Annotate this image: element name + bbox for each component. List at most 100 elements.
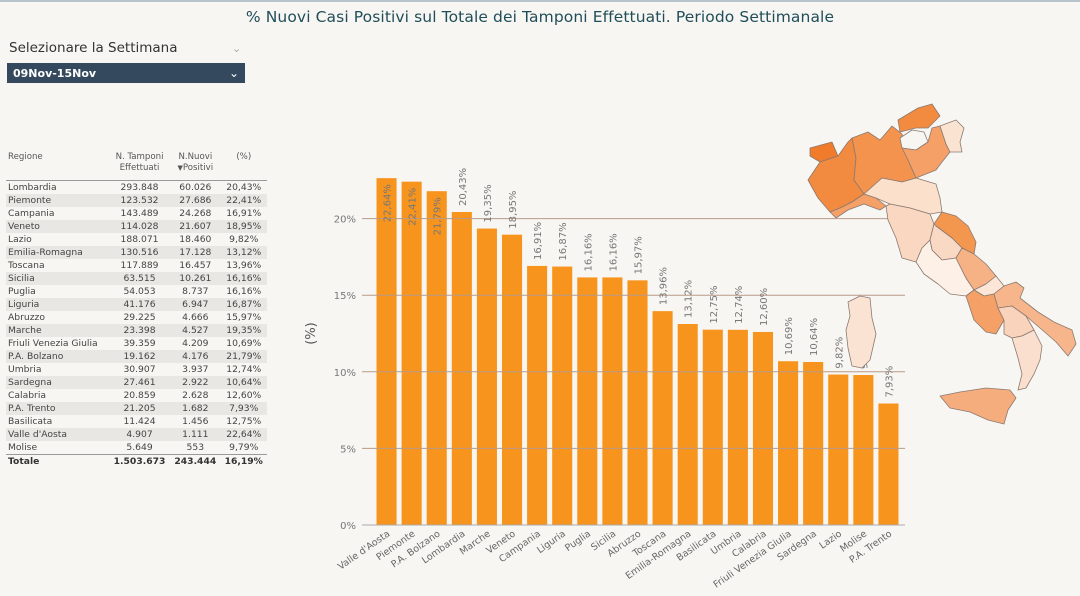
bar[interactable] [476, 228, 497, 526]
bar[interactable] [778, 361, 799, 525]
table-row[interactable]: Sicilia 63.515 10.261 16,16% [6, 271, 267, 285]
table-row[interactable]: Toscana 117.889 16.457 13,96% [6, 259, 267, 272]
map-region-calabria[interactable] [1011, 329, 1043, 391]
bar[interactable] [602, 277, 623, 525]
cell-positivi: 1.456 [182, 415, 209, 427]
y-tick-label: 5% [340, 444, 356, 455]
map-region-trento-top[interactable] [897, 103, 941, 133]
table-row[interactable]: Puglia 54.053 8.737 16,16% [6, 285, 267, 298]
table-row[interactable]: Lombardia 293.848 60.026 20,43% [6, 180, 267, 194]
bar[interactable] [803, 361, 824, 525]
table-row[interactable]: Umbria 30.907 3.937 12,74% [6, 363, 267, 376]
table-row[interactable]: P.A. Trento 21.205 1.682 7,93% [6, 401, 267, 415]
cell-pct: 12,74% [226, 363, 262, 375]
cell-tamponi: 63.515 [108, 271, 171, 285]
table-row[interactable]: Marche 23.398 4.527 19,35% [6, 323, 267, 337]
cell-pct: 16,16% [220, 271, 267, 285]
bar[interactable] [853, 375, 874, 525]
table-row[interactable]: Basilicata 11.424 1.456 12,75% [6, 415, 267, 428]
cell-regione: Piemonte [6, 193, 109, 207]
column-header-regione[interactable]: Regione [6, 150, 109, 181]
cell-positivi: 3.937 [182, 363, 209, 375]
cell-regione: Marche [6, 323, 109, 337]
bar-value-label: 12,74% [734, 286, 745, 324]
cell-positivi: 243.444 [170, 453, 221, 469]
table-total-row[interactable]: Totale 1.503.673 243.444 16,19% [6, 453, 267, 469]
cell-positivi: 24.268 [179, 207, 212, 219]
bar[interactable] [376, 178, 397, 525]
column-header-pct[interactable]: (%) [220, 150, 267, 181]
cell-pct: 16,87% [220, 297, 267, 311]
cell-tamponi: 54.053 [123, 285, 156, 297]
bar[interactable] [577, 277, 598, 525]
cell-positivi: 553 [186, 441, 205, 453]
bar[interactable] [878, 403, 899, 525]
cell-pct: 12,75% [226, 415, 262, 427]
map-region-friuli[interactable] [939, 119, 965, 153]
table-row[interactable]: Piemonte 123.532 27.686 22,41% [6, 193, 267, 207]
bar[interactable] [752, 331, 774, 525]
bar[interactable] [552, 266, 573, 525]
bar[interactable] [401, 181, 422, 525]
bar-value-label: 16,16% [608, 233, 619, 271]
bar[interactable] [451, 212, 472, 525]
cell-regione: Calabria [8, 389, 47, 401]
cell-pct: 10,69% [226, 337, 262, 349]
map-region-sardegna[interactable] [845, 295, 877, 369]
cell-tamponi: 39.359 [123, 337, 156, 349]
table-row[interactable]: Lazio 188.071 18.460 9,82% [6, 233, 267, 246]
bar[interactable] [677, 324, 698, 525]
table-row[interactable]: Molise 5.649 553 9,79% [6, 441, 267, 455]
table-row[interactable]: Abruzzo 29.225 4.666 15,97% [6, 311, 267, 324]
chevron-down-icon[interactable]: ⌄ [232, 42, 242, 55]
bar-value-label: 16,16% [583, 233, 594, 271]
cell-pct: 20,43% [226, 181, 262, 193]
cell-tamponi: 29.225 [123, 311, 156, 323]
cell-pct: 7,93% [220, 401, 267, 415]
y-tick-label: 20% [334, 215, 356, 226]
week-dropdown[interactable]: 09Nov-15Nov ⌄ [7, 63, 245, 83]
cell-positivi: 2.628 [182, 389, 209, 401]
cell-regione: Liguria [6, 297, 109, 311]
bar-value-label: 10,69% [784, 317, 795, 355]
table-row[interactable]: Emilia-Romagna 130.516 17.128 13,12% [6, 245, 267, 259]
table-row[interactable]: Sardegna 27.461 2.922 10,64% [6, 375, 267, 389]
column-header-tamponi[interactable]: N. Tamponi Effettuati [108, 150, 171, 181]
bar-value-label: 12,60% [759, 288, 770, 326]
table-row[interactable]: Liguria 41.176 6.947 16,87% [6, 297, 267, 311]
cell-positivi: 4.527 [170, 323, 221, 337]
table-row[interactable]: P.A. Bolzano 19.162 4.176 21,79% [6, 349, 267, 363]
bar[interactable] [828, 374, 849, 525]
cell-tamponi: 20.859 [123, 389, 156, 401]
sort-desc-icon[interactable]: ▼ [177, 164, 183, 172]
cell-regione: Molise [8, 441, 38, 453]
bar[interactable] [727, 329, 748, 525]
cell-pct: 21,79% [220, 349, 267, 363]
bar[interactable] [652, 311, 673, 525]
bar-value-label: 12,75% [709, 286, 720, 324]
table-row[interactable]: Calabria 20.859 2.628 12,60% [6, 389, 267, 402]
map-region-emilia-romagna[interactable] [863, 177, 943, 215]
cell-tamponi: 143.489 [120, 207, 159, 219]
bar[interactable] [527, 265, 548, 525]
bar[interactable] [702, 329, 723, 525]
cell-positivi: 6.947 [170, 297, 221, 311]
bar[interactable] [426, 191, 447, 526]
cell-regione: Puglia [8, 285, 36, 297]
cell-positivi: 16.457 [179, 259, 212, 271]
map-region-sicilia[interactable] [939, 387, 1017, 425]
cell-pct: 15,97% [226, 311, 262, 323]
table-row[interactable]: Valle d'Aosta 4.907 1.111 22,64% [6, 427, 267, 441]
bar-value-label: 21,79% [433, 197, 444, 235]
italy-choropleth-map [807, 103, 1077, 425]
cell-positivi: 2.922 [170, 375, 221, 389]
column-header-positivi[interactable]: N.Nuovi ▼Positivi [170, 150, 221, 181]
bar-value-label: 16,91% [533, 222, 544, 260]
bar[interactable] [501, 234, 523, 525]
table-row[interactable]: Veneto 114.028 21.607 18,95% [6, 219, 267, 233]
table-row[interactable]: Campania 143.489 24.268 16,91% [6, 207, 267, 220]
table-row[interactable]: Friuli Venezia Giulia 39.359 4.209 10,69% [6, 337, 267, 350]
bar-value-label: 22,64% [383, 184, 394, 222]
bar[interactable] [627, 280, 648, 525]
x-tick-label: Puglia [563, 528, 593, 553]
